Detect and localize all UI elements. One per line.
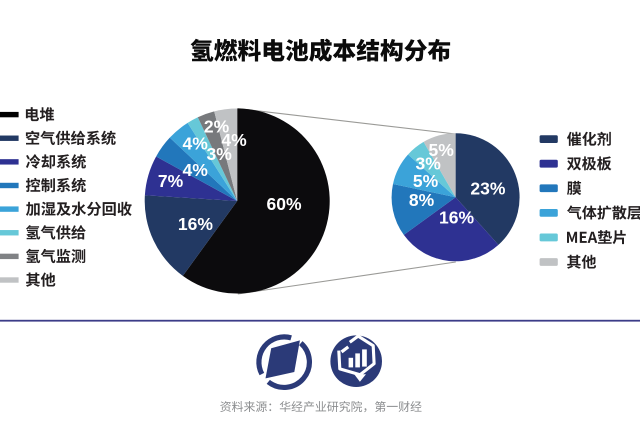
- svg-text:23%: 23%: [470, 179, 505, 199]
- svg-text:3%: 3%: [207, 144, 233, 164]
- svg-text:60%: 60%: [266, 194, 301, 214]
- svg-text:5%: 5%: [429, 140, 455, 160]
- svg-text:7%: 7%: [158, 171, 184, 191]
- svg-text:16%: 16%: [178, 214, 213, 234]
- svg-text:4%: 4%: [183, 134, 209, 154]
- svg-text:5%: 5%: [413, 171, 439, 191]
- svg-text:3%: 3%: [416, 154, 442, 174]
- svg-text:2%: 2%: [204, 117, 230, 137]
- svg-text:4%: 4%: [221, 130, 247, 150]
- svg-text:4%: 4%: [183, 160, 209, 180]
- svg-text:16%: 16%: [439, 208, 474, 228]
- svg-text:8%: 8%: [409, 190, 435, 210]
